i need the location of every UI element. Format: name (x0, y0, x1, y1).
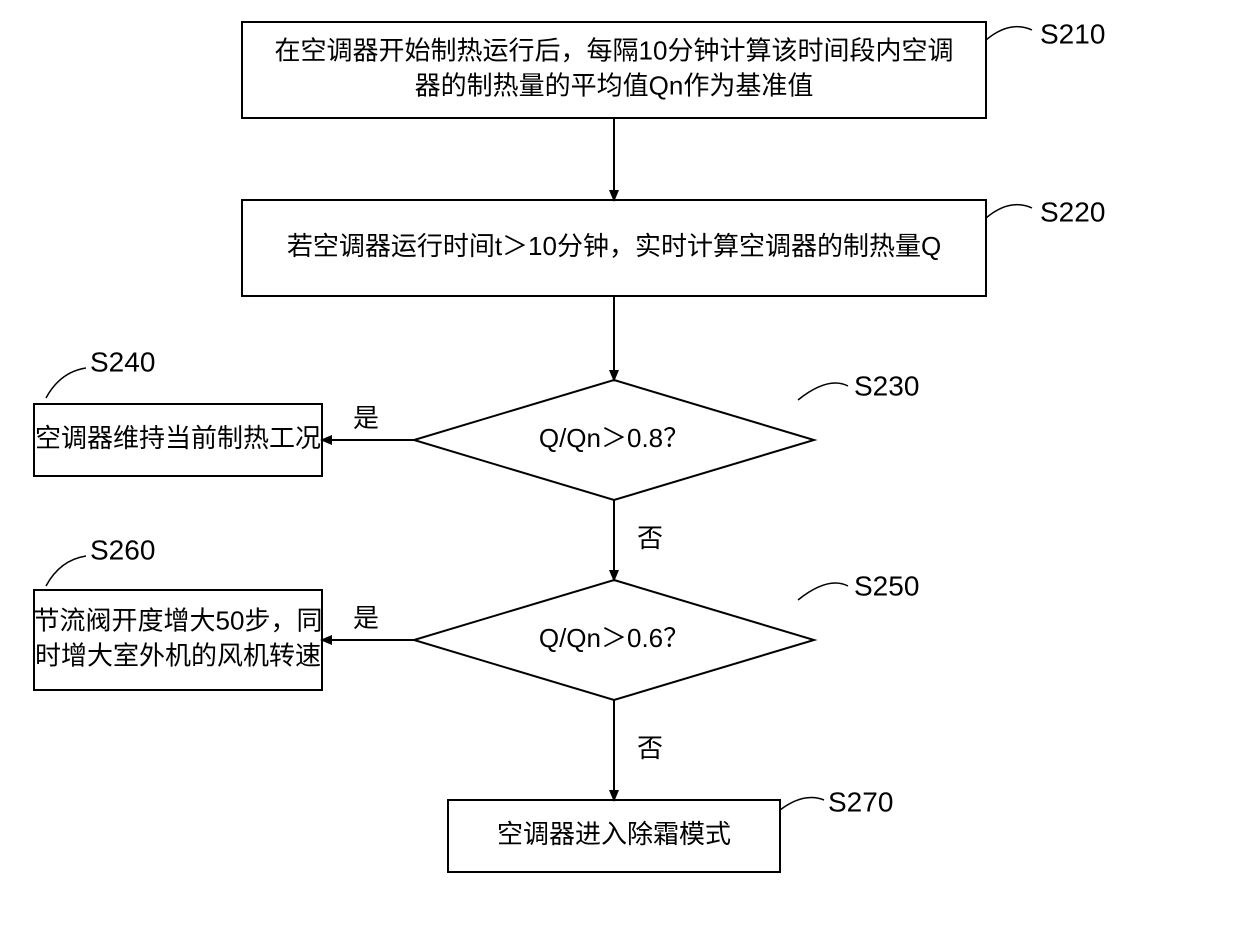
s250-leader (798, 583, 848, 600)
s220-leader (986, 205, 1032, 218)
s250-step-label: S250 (854, 570, 919, 601)
edge-5-label: 否 (637, 733, 663, 763)
s240-text-line-0: 空调器维持当前制热工况 (35, 423, 321, 453)
s270-step-label: S270 (828, 786, 893, 817)
s210-step-label: S210 (1040, 18, 1105, 49)
edge-2-label: 是 (353, 403, 379, 433)
s260-step-label: S260 (90, 534, 155, 565)
s240-step-label: S240 (90, 346, 155, 377)
s210-leader (986, 27, 1032, 40)
s230-text-line-0: Q/Qn＞0.8？ (539, 423, 689, 453)
s260-text-line-0: 节流阀开度增大50步，同 (34, 605, 323, 635)
s210-text-line-0: 在空调器开始制热运行后，每隔10分钟计算该时间段内空调 (275, 35, 954, 65)
s260-leader (46, 556, 86, 586)
s220-step-label: S220 (1040, 196, 1105, 227)
edge-3-label: 否 (637, 523, 663, 553)
s230-step-label: S230 (854, 370, 919, 401)
s270-leader (780, 798, 824, 810)
s250-text-line-0: Q/Qn＞0.6？ (539, 623, 689, 653)
s210-text-line-1: 器的制热量的平均值Qn作为基准值 (415, 70, 814, 100)
s220-text-line-0: 若空调器运行时间t＞10分钟，实时计算空调器的制热量Q (287, 231, 941, 261)
s240-leader (46, 368, 86, 398)
s270-text-line-0: 空调器进入除霜模式 (497, 819, 731, 849)
s230-leader (798, 383, 848, 400)
s260-text-line-1: 时增大室外机的风机转速 (35, 640, 321, 670)
edge-4-label: 是 (353, 603, 379, 633)
